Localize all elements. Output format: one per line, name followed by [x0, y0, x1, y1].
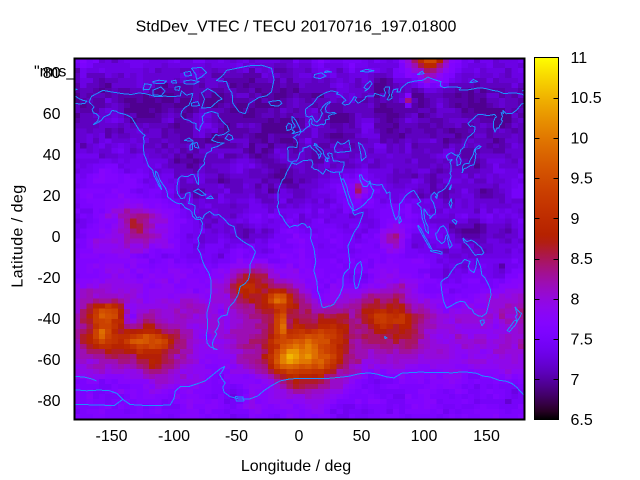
- svg-text:-40: -40: [37, 311, 60, 328]
- svg-text:20: 20: [43, 188, 61, 205]
- svg-text:7: 7: [571, 372, 580, 389]
- svg-text:80: 80: [43, 65, 61, 82]
- svg-text:-50: -50: [225, 428, 248, 445]
- svg-text:11: 11: [571, 50, 588, 67]
- svg-text:-80: -80: [37, 393, 60, 410]
- svg-text:-150: -150: [95, 428, 127, 445]
- svg-text:40: 40: [43, 147, 61, 164]
- svg-text:150: 150: [473, 428, 500, 445]
- svg-text:0: 0: [52, 229, 61, 246]
- svg-text:Latitude / deg: Latitude / deg: [10, 184, 27, 287]
- svg-text:0: 0: [295, 428, 304, 445]
- svg-text:6.5: 6.5: [571, 412, 593, 429]
- svg-text:8: 8: [571, 291, 580, 308]
- svg-text:Longitude / deg: Longitude / deg: [241, 458, 351, 475]
- svg-text:7.5: 7.5: [571, 332, 593, 349]
- svg-text:8.5: 8.5: [571, 251, 593, 268]
- svg-text:-20: -20: [37, 270, 60, 287]
- svg-text:10.5: 10.5: [571, 90, 602, 107]
- svg-text:StdDev_VTEC / TECU 20170716_19: StdDev_VTEC / TECU 20170716_197.01800: [136, 19, 457, 36]
- svg-text:50: 50: [353, 428, 371, 445]
- svg-text:60: 60: [43, 106, 61, 123]
- svg-text:"rms_: "rms_: [34, 64, 76, 81]
- svg-text:-60: -60: [37, 352, 60, 369]
- svg-text:9.5: 9.5: [571, 171, 593, 188]
- svg-text:9: 9: [571, 211, 580, 228]
- svg-text:10: 10: [571, 130, 589, 147]
- svg-text:-100: -100: [158, 428, 190, 445]
- svg-text:100: 100: [411, 428, 438, 445]
